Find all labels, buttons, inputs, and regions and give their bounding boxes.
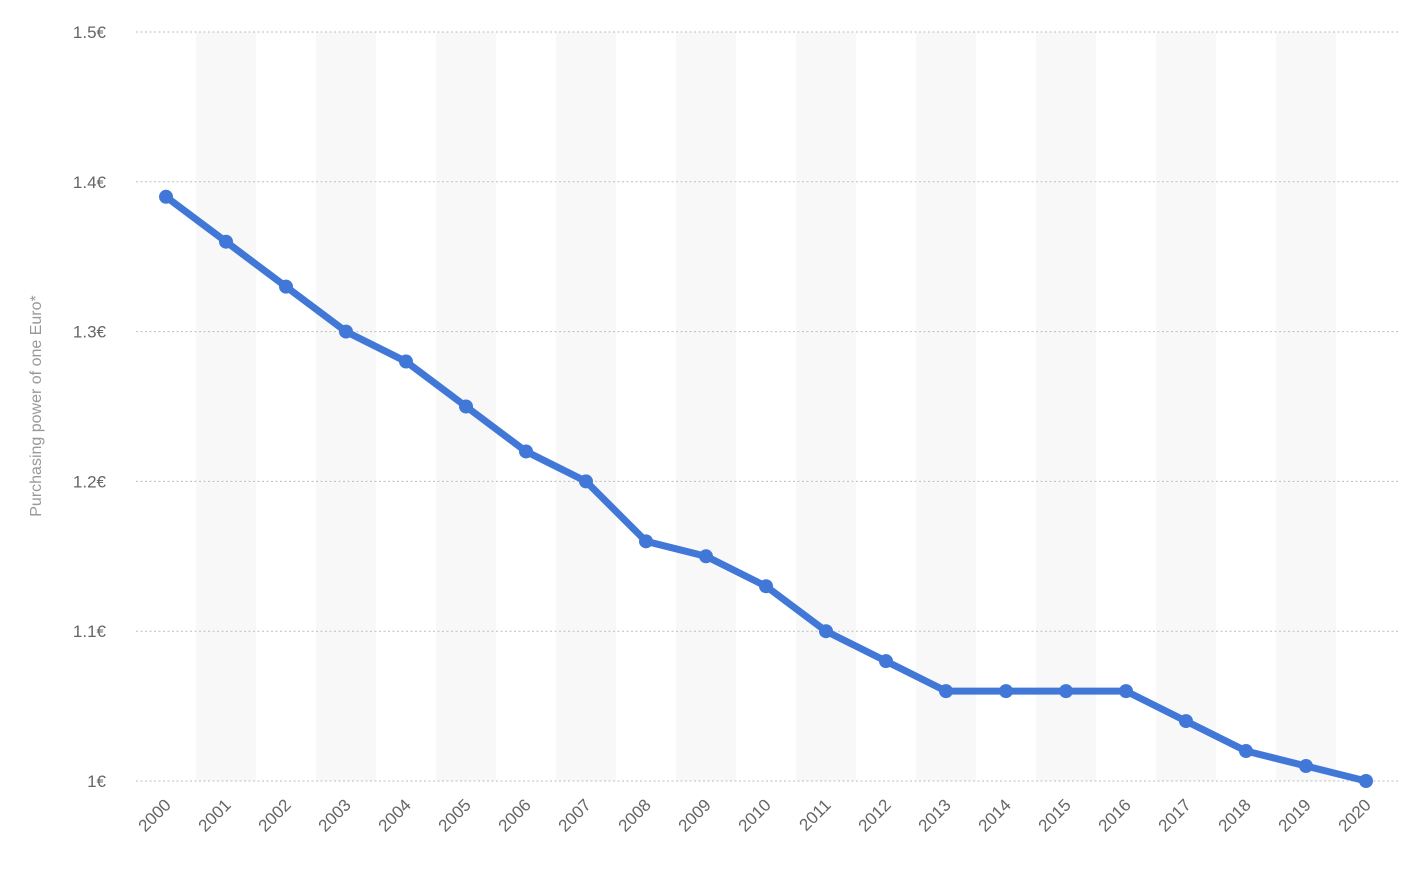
data-point[interactable] <box>1179 714 1193 729</box>
column-band <box>316 32 376 781</box>
data-point[interactable] <box>759 579 773 594</box>
data-point[interactable] <box>1059 684 1073 699</box>
x-tick-label: 2003 <box>315 795 355 835</box>
data-point[interactable] <box>999 684 1013 699</box>
x-tick-label: 2018 <box>1215 795 1255 835</box>
y-axis-label: Purchasing power of one Euro* <box>28 295 45 516</box>
data-point[interactable] <box>399 354 413 369</box>
data-point[interactable] <box>1299 759 1313 774</box>
data-point[interactable] <box>1239 744 1253 759</box>
data-point[interactable] <box>579 474 593 489</box>
column-band <box>916 32 976 781</box>
x-tick-label: 2004 <box>375 795 415 835</box>
x-axis-ticks: 2000 2001 2002 2003 2004 2005 2006 2007 2008 2009… <box>135 795 1375 835</box>
column-band <box>196 32 256 781</box>
y-tick-label: 1.4€ <box>73 173 107 192</box>
y-tick-label: 1.5€ <box>73 23 107 42</box>
data-point[interactable] <box>819 624 833 639</box>
y-tick-label: 1.2€ <box>73 472 107 491</box>
y-tick-label: 1€ <box>87 772 106 791</box>
y-tick-label: 1.3€ <box>73 323 107 342</box>
data-point[interactable] <box>1119 684 1133 699</box>
y-axis-ticks: 1€ 1.1€ 1.2€ 1.3€ 1.4€ 1.5€ <box>73 23 107 791</box>
x-tick-label: 2006 <box>495 795 535 835</box>
x-tick-label: 2008 <box>615 795 655 835</box>
x-tick-label: 2005 <box>435 795 475 835</box>
data-point[interactable] <box>1359 774 1373 788</box>
column-band <box>1276 32 1336 781</box>
data-point[interactable] <box>699 549 713 564</box>
data-point[interactable] <box>339 324 353 339</box>
data-point[interactable] <box>519 444 533 459</box>
x-tick-label: 2009 <box>675 795 715 835</box>
data-point[interactable] <box>639 534 653 549</box>
x-tick-label: 2010 <box>735 795 775 835</box>
x-tick-label: 2015 <box>1035 795 1075 835</box>
x-tick-label: 2013 <box>915 795 955 835</box>
x-tick-label: 2019 <box>1275 795 1315 835</box>
x-tick-label: 2001 <box>195 795 235 835</box>
x-tick-label: 2014 <box>975 795 1015 835</box>
x-tick-label: 2012 <box>855 795 895 835</box>
y-tick-label: 1.1€ <box>73 622 107 641</box>
column-band <box>1036 32 1096 781</box>
x-tick-label: 2000 <box>135 795 175 835</box>
series-group <box>159 189 1373 788</box>
x-tick-label: 2007 <box>555 795 595 835</box>
y-gridlines <box>136 31 1398 782</box>
column-band <box>796 32 856 781</box>
x-tick-label: 2011 <box>796 795 835 834</box>
x-tick-label: 2016 <box>1095 795 1135 835</box>
data-point[interactable] <box>219 234 233 249</box>
column-band <box>676 32 736 781</box>
column-bands <box>196 32 1336 781</box>
column-band <box>1156 32 1216 781</box>
data-point[interactable] <box>279 279 293 294</box>
data-point[interactable] <box>939 684 953 699</box>
data-point[interactable] <box>879 654 893 669</box>
column-band <box>556 32 616 781</box>
x-tick-label: 2002 <box>255 795 295 835</box>
x-tick-label: 2020 <box>1335 795 1375 835</box>
data-point[interactable] <box>159 189 173 204</box>
x-tick-label: 2017 <box>1155 795 1195 835</box>
data-point[interactable] <box>459 399 473 414</box>
